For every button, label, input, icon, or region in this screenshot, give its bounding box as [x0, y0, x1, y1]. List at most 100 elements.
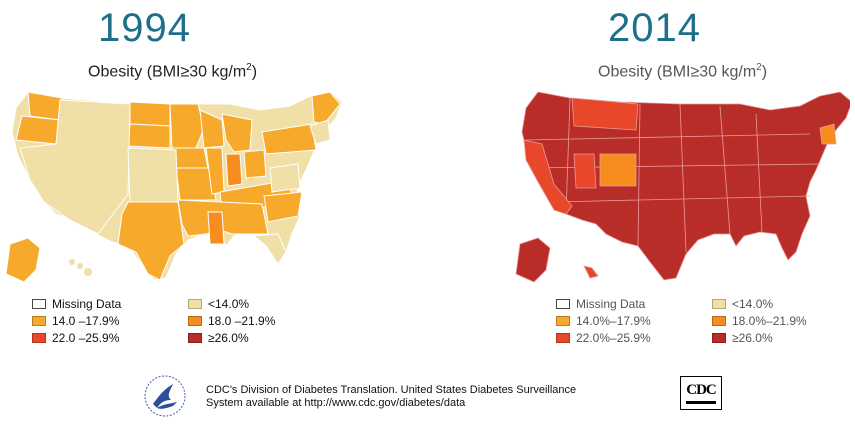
border-line [525, 133, 811, 141]
swatch-14-17 [32, 316, 46, 326]
legend-item-18-21: 18.0 –21.9% [188, 313, 275, 329]
us-map-2014 [515, 91, 850, 283]
legend-item-ge26: ≥26.0% [712, 330, 773, 346]
state-ut [573, 153, 597, 189]
state-nc-sc [263, 191, 303, 223]
states-22-25 [523, 97, 639, 279]
cdc-logo-bar [686, 401, 716, 404]
year-title: 2014 [608, 6, 701, 50]
state-sd [127, 123, 171, 149]
state-borders [525, 97, 821, 253]
legend-label: 18.0%–21.9% [732, 314, 807, 328]
legend-label: 14.0%–17.9% [576, 314, 651, 328]
hhs-eagle-icon [144, 375, 186, 417]
legend-item-lt14: <14.0% [188, 296, 249, 312]
state-or [15, 115, 61, 145]
state-mn [169, 103, 205, 149]
swatch-ge26 [188, 333, 202, 343]
hhs-eagle-shape [153, 384, 173, 408]
border-line [755, 113, 763, 233]
map-panel-2014: 2014 Obesity (BMI≥30 kg/m2) Missing Data [430, 0, 850, 370]
state-ne-corner [309, 119, 331, 145]
legend-item-missing: Missing Data [32, 296, 121, 312]
state-ia [171, 147, 209, 169]
legend-label: <14.0% [732, 297, 774, 311]
legend-label: <14.0% [208, 297, 250, 311]
legend-item-18-21: 18.0%–21.9% [712, 313, 807, 329]
legend-item-ge26: ≥26.0% [188, 330, 249, 346]
state-oh [243, 149, 267, 179]
state-ak [5, 237, 41, 283]
state-me [311, 91, 341, 125]
border-line [679, 103, 687, 253]
swatch-lt14 [712, 299, 726, 309]
state-mo [175, 167, 217, 201]
state-co [599, 153, 637, 187]
state-ak [515, 237, 551, 283]
swatch-22-25 [556, 333, 570, 343]
subtitle-text: Obesity (BMI≥30 kg/m [88, 63, 247, 81]
state-va [269, 163, 301, 193]
state-nd [129, 101, 171, 127]
state-wi [199, 109, 225, 149]
us-map-1994 [5, 91, 343, 283]
state-in [225, 153, 243, 187]
state-mi [221, 113, 253, 153]
year-title: 1994 [98, 6, 191, 50]
swatch-lt14 [188, 299, 202, 309]
legend-label: Missing Data [52, 297, 122, 311]
states-14-17 [5, 91, 341, 283]
legend-item-22-25: 22.0%–25.9% [556, 330, 651, 346]
hhs-eagle-wing [157, 402, 177, 409]
legend-label: Missing Data [576, 297, 646, 311]
border-line [565, 97, 571, 215]
border-line [719, 105, 731, 235]
state-pa-ny [261, 123, 317, 155]
state-fl [252, 233, 287, 265]
map-panel-1994: 1994 Obesity (BMI≥30 kg/m2) [0, 0, 420, 370]
map-subtitle: Obesity (BMI≥30 kg/m2) [598, 62, 767, 81]
state-hi [583, 265, 599, 279]
swatch-18-21 [712, 316, 726, 326]
legend-label: 14.0 –17.9% [52, 314, 120, 328]
legend-label: ≥26.0% [732, 331, 773, 345]
hi-island-3 [84, 268, 92, 276]
source-credit: CDC's Division of Diabetes Translation. … [206, 384, 626, 410]
legend-item-14-17: 14.0 –17.9% [32, 313, 119, 329]
legend-1994: Missing Data <14.0% 14.0 –17.9% 18.0 –21… [32, 296, 332, 366]
credit-line-1: CDC's Division of Diabetes Translation. … [206, 384, 577, 396]
legend-item-14-17: 14.0%–17.9% [556, 313, 651, 329]
legend-label: ≥26.0% [208, 331, 249, 345]
cdc-logo-text: CDC [686, 382, 716, 398]
swatch-missing [32, 299, 46, 309]
border-line [637, 103, 641, 247]
state-ks-ok [127, 147, 179, 203]
state-ca [523, 139, 573, 215]
legend-2014: Missing Data <14.0% 14.0%–17.9% 18.0%–21… [556, 296, 855, 366]
state-mt [571, 97, 639, 131]
state-tx [117, 201, 185, 281]
subtitle-text: Obesity (BMI≥30 kg/m [598, 63, 757, 81]
hi-island-1 [69, 259, 75, 265]
state-wa [27, 91, 63, 121]
subtitle-sup: 2 [246, 62, 252, 73]
footer: CDC's Division of Diabetes Translation. … [0, 372, 855, 434]
subtitle-sup: 2 [756, 62, 762, 73]
swatch-missing [556, 299, 570, 309]
swatch-14-17 [556, 316, 570, 326]
legend-label: 22.0%–25.9% [576, 331, 651, 345]
states-18-21 [599, 123, 837, 187]
map-us-outline [521, 91, 850, 281]
hi-island-2 [77, 263, 83, 269]
map-subtitle: Obesity (BMI≥30 kg/m2) [88, 62, 257, 81]
legend-item-lt14: <14.0% [712, 296, 773, 312]
border-line [553, 195, 811, 203]
legend-item-22-25: 22.0 –25.9% [32, 330, 119, 346]
states-18-21 [207, 153, 243, 245]
hhs-ring [144, 375, 186, 417]
state-hi [69, 259, 92, 276]
subtitle-end: ) [761, 63, 768, 81]
swatch-ge26 [712, 333, 726, 343]
credit-line-2: System available at http://www.cdc.gov/d… [206, 397, 466, 409]
swatch-18-21 [188, 316, 202, 326]
